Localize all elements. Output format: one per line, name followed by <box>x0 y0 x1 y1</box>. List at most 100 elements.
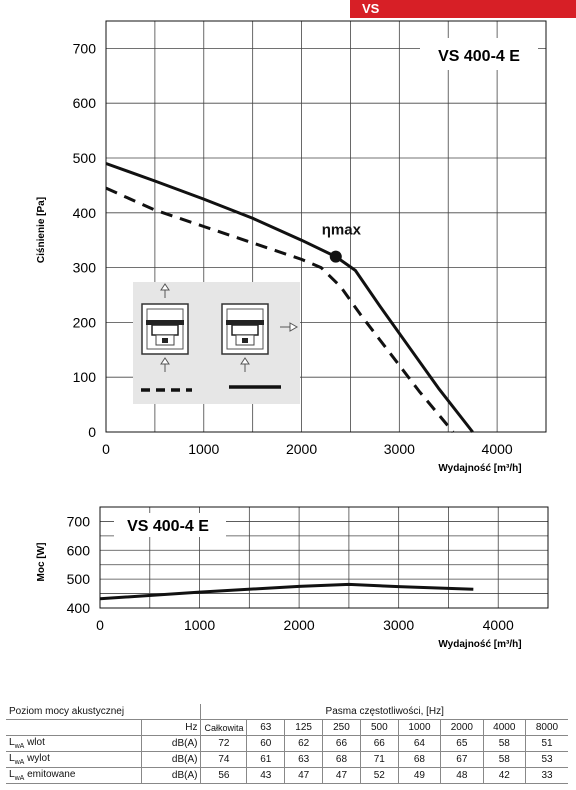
pressure-x-ticks: 0 1000 2000 3000 4000 <box>102 441 513 457</box>
power-chart-title: VS 400-4 E <box>127 518 209 535</box>
table-cell: 42 <box>482 767 527 784</box>
row-unit: dB(A) <box>141 735 202 752</box>
y-tick-label: 200 <box>73 314 97 330</box>
x-tick-label: 2000 <box>286 441 317 457</box>
row-label: LwA emitowane <box>6 767 142 784</box>
table-row: LwA emitowane dB(A) 56 43 47 47 52 49 48 42 33 <box>6 767 568 784</box>
y-tick-label: 600 <box>67 542 91 558</box>
section-tab: VS <box>350 0 576 18</box>
pressure-y-label: Ciśnienie [Pa] <box>36 197 47 263</box>
table-cell: 47 <box>322 767 361 784</box>
fan-icon-left <box>141 303 189 355</box>
x-tick-label: 0 <box>102 441 110 457</box>
power-series <box>99 582 474 601</box>
row-label: LwA wlot <box>6 735 142 752</box>
eta-max-marker: ηmax <box>322 222 362 263</box>
y-tick-label: 400 <box>73 205 97 221</box>
y-tick-label: 500 <box>73 150 97 166</box>
pressure-y-ticks: 0 100 200 300 400 500 600 700 <box>73 40 97 440</box>
table-cell: 48 <box>440 767 484 784</box>
table-row: LwA wylot dB(A) 74 61 63 68 71 68 67 58 53 <box>6 751 568 768</box>
column-header: 250 <box>322 719 361 736</box>
column-header: 4000 <box>482 719 527 736</box>
x-tick-label: 0 <box>96 617 104 633</box>
table-cell: 58 <box>482 735 527 752</box>
table-cell: 51 <box>525 735 568 752</box>
table-cell: 52 <box>359 767 399 784</box>
series-line-dashed <box>105 186 455 433</box>
column-header: Całkowita <box>200 719 248 736</box>
table-cell: 71 <box>359 751 399 768</box>
table-cell: 62 <box>284 735 324 752</box>
table-body: LwA wlot dB(A) 72 60 62 66 66 64 65 58 51 LwA wylot… <box>6 735 568 784</box>
arrow-up-icon <box>160 357 170 372</box>
table-cell: 60 <box>246 735 286 752</box>
fan-icon-right <box>221 303 269 355</box>
y-tick-label: 500 <box>67 571 91 587</box>
power-chart: 400 500 600 700 0 1000 2000 3000 4000 VS 400-4 … <box>36 506 549 650</box>
pressure-plot-frame <box>105 20 547 433</box>
column-header: 2000 <box>440 719 484 736</box>
arrow-up-icon <box>240 357 250 372</box>
y-tick-label: 300 <box>73 260 97 276</box>
y-tick-label: 600 <box>73 95 97 111</box>
column-header: 8000 <box>525 719 568 736</box>
x-tick-label: 4000 <box>483 617 514 633</box>
x-tick-label: 2000 <box>284 617 315 633</box>
eta-max-label: ηmax <box>322 222 362 239</box>
pressure-chart: 0 100 200 300 400 500 600 700 0 1000 2000 3000 4000 <box>36 20 547 474</box>
table-cell: 63 <box>284 751 324 768</box>
table-cell: 61 <box>246 751 286 768</box>
hz-label: Hz <box>141 719 202 736</box>
table-cell: 74 <box>200 751 248 768</box>
power-title-box <box>114 513 226 537</box>
table-cell: 53 <box>525 751 568 768</box>
acoustic-power-table: Poziom mocy akustycznej Pasma częstotliw… <box>6 704 568 784</box>
row-unit: dB(A) <box>141 751 202 768</box>
title-box <box>420 38 538 70</box>
y-tick-label: 400 <box>67 600 91 616</box>
table-cell: 66 <box>322 735 361 752</box>
table-columns-row: Hz Całkowita 63 125 250 500 1000 2000 4000 8000 <box>6 719 568 736</box>
power-plot-frame <box>99 506 549 609</box>
table-cell: 67 <box>440 751 484 768</box>
y-tick-label: 100 <box>73 369 97 385</box>
y-tick-label: 0 <box>88 424 96 440</box>
pressure-x-label: Wydajność [m³/h] <box>438 463 521 474</box>
table-header-row: Poziom mocy akustycznej Pasma częstotliw… <box>6 704 568 720</box>
table-cell: 72 <box>200 735 248 752</box>
y-tick-label: 700 <box>73 40 97 56</box>
power-x-label: Wydajność [m³/h] <box>438 639 521 650</box>
x-tick-label: 4000 <box>482 441 513 457</box>
column-header: 1000 <box>397 719 442 736</box>
table-cell: 33 <box>525 767 568 784</box>
power-y-ticks: 400 500 600 700 <box>67 513 91 616</box>
x-tick-label: 1000 <box>184 617 215 633</box>
column-header: 500 <box>359 719 399 736</box>
band-title: Pasma częstotliwości, [Hz] <box>200 704 568 720</box>
table-cell: 58 <box>482 751 527 768</box>
x-tick-label: 3000 <box>384 441 415 457</box>
column-header: 125 <box>284 719 324 736</box>
table-cell: 47 <box>284 767 324 784</box>
table-cell: 56 <box>200 767 248 784</box>
table-cell: 66 <box>359 735 399 752</box>
table-row: LwA wlot dB(A) 72 60 62 66 66 64 65 58 51 <box>6 735 568 752</box>
table-cell: 43 <box>246 767 286 784</box>
series-line-solid <box>99 582 474 601</box>
arrow-up-icon <box>160 283 170 298</box>
arrow-right-icon <box>280 322 299 332</box>
x-tick-label: 3000 <box>383 617 414 633</box>
row-unit: dB(A) <box>141 767 202 784</box>
power-y-label: Moc [W] <box>36 543 47 582</box>
table-title: Poziom mocy akustycznej <box>6 704 201 720</box>
pressure-chart-title: VS 400-4 E <box>438 48 520 65</box>
table-cell: 64 <box>397 735 442 752</box>
table-cell: 65 <box>440 735 484 752</box>
power-x-ticks: 0 1000 2000 3000 4000 <box>96 617 514 633</box>
section-tab-label: VS <box>362 1 380 16</box>
table-cell: 68 <box>322 751 361 768</box>
y-tick-label: 700 <box>67 513 91 529</box>
column-header: 63 <box>246 719 286 736</box>
x-tick-label: 1000 <box>188 441 219 457</box>
